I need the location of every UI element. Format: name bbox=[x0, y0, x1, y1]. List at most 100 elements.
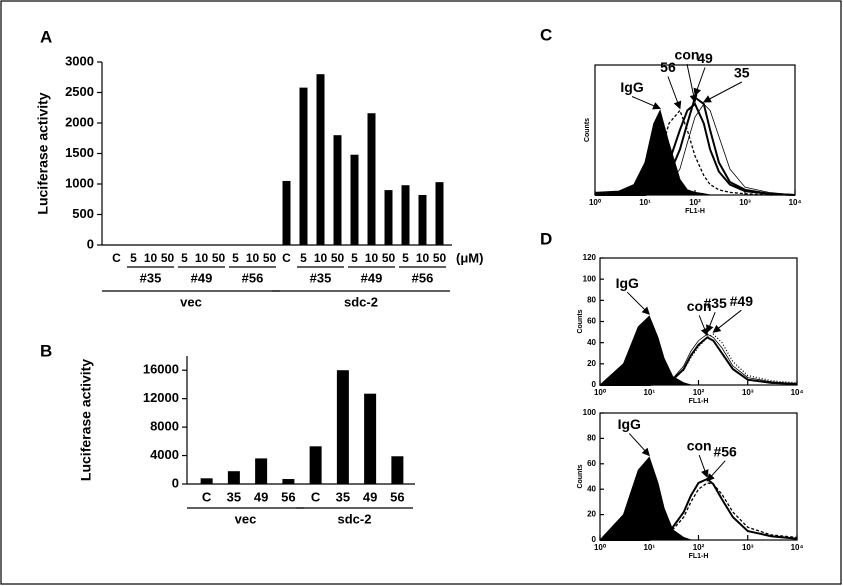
bar bbox=[316, 74, 325, 245]
x-tick-label: 10¹ bbox=[643, 543, 655, 552]
x-tick-label: 10 bbox=[246, 251, 260, 265]
y-axis-label: Luciferase activity bbox=[35, 92, 51, 214]
subgroup-label: #35 bbox=[310, 270, 332, 285]
x-tick-label: 10³ bbox=[742, 543, 754, 552]
x-tick-label: 49 bbox=[363, 489, 377, 504]
y-tick-label: 40 bbox=[587, 338, 596, 347]
arrow bbox=[698, 315, 709, 337]
y-tick-label: 12000 bbox=[143, 390, 179, 405]
x-tick-label: 10⁰ bbox=[594, 388, 607, 397]
group-label: vec bbox=[180, 294, 202, 309]
y-tick-label: 0 bbox=[172, 475, 179, 490]
bar bbox=[350, 154, 359, 245]
x-axis-label: FL1-H bbox=[685, 208, 705, 215]
series-label: 35 bbox=[734, 65, 750, 81]
series-label: IgG bbox=[616, 275, 639, 291]
x-tick-label: 10⁰ bbox=[589, 198, 602, 207]
bar bbox=[336, 370, 349, 484]
group-label: vec bbox=[235, 511, 257, 526]
subgroup-label: #49 bbox=[361, 270, 383, 285]
histogram-area bbox=[594, 109, 795, 196]
series-label: IgG bbox=[618, 416, 641, 432]
subgroup-label: #49 bbox=[191, 270, 213, 285]
series-label: con bbox=[687, 438, 712, 454]
arrow bbox=[712, 309, 742, 333]
bar bbox=[367, 113, 376, 246]
subgroup-label: #56 bbox=[412, 270, 434, 285]
y-tick-label: 0 bbox=[87, 236, 94, 251]
x-tick-label: 5 bbox=[402, 251, 409, 265]
histogram-area bbox=[598, 315, 797, 386]
panel-label: A bbox=[40, 27, 52, 46]
x-tick-label: 5 bbox=[351, 251, 358, 265]
y-tick-label: 1500 bbox=[65, 145, 94, 160]
x-tick-label: 10 bbox=[314, 251, 328, 265]
x-tick-label: 50 bbox=[433, 251, 447, 265]
y-tick-label: 500 bbox=[72, 206, 94, 221]
y-axis-label: Counts bbox=[577, 309, 584, 333]
y-tick-label: 120 bbox=[583, 253, 597, 262]
y-axis-label: Counts bbox=[584, 118, 591, 142]
y-tick-label: 20 bbox=[587, 510, 596, 519]
group-label: sdc-2 bbox=[338, 511, 372, 526]
x-tick-label: 5 bbox=[130, 251, 137, 265]
y-tick-label: 100 bbox=[583, 408, 597, 417]
arrow bbox=[698, 454, 709, 478]
x-tick-label: 35 bbox=[227, 489, 241, 504]
x-tick-label: 50 bbox=[263, 251, 277, 265]
series-label: 49 bbox=[697, 50, 713, 66]
x-tick-label: 10 bbox=[365, 251, 379, 265]
bar bbox=[401, 185, 410, 245]
x-tick-label: 10 bbox=[144, 251, 158, 265]
x-tick-label: 10² bbox=[689, 198, 701, 207]
panel-label: D bbox=[540, 229, 552, 248]
panel-label: C bbox=[540, 25, 552, 44]
panel-label: B bbox=[40, 341, 52, 360]
x-tick-label: C bbox=[112, 251, 121, 265]
x-axis-label: FL1-H bbox=[689, 553, 709, 560]
y-tick-label: 0 bbox=[592, 380, 597, 389]
bar bbox=[391, 456, 404, 484]
x-tick-label: 10 bbox=[416, 251, 430, 265]
y-tick-label: 8000 bbox=[150, 419, 179, 434]
arrow bbox=[706, 460, 726, 482]
histogram-line bbox=[600, 482, 798, 541]
histogram-area bbox=[598, 456, 797, 541]
bar bbox=[282, 180, 291, 245]
y-tick-label: 2000 bbox=[65, 114, 94, 129]
y-tick-label: 60 bbox=[587, 459, 596, 468]
x-tick-label: 50 bbox=[382, 251, 396, 265]
x-tick-label: 5 bbox=[181, 251, 188, 265]
y-tick-label: 100 bbox=[583, 274, 597, 283]
x-axis-label: FL1-H bbox=[689, 398, 709, 405]
bar bbox=[299, 87, 308, 246]
y-tick-label: 20 bbox=[587, 359, 596, 368]
x-tick-label: 10⁴ bbox=[789, 198, 802, 207]
series-label: con bbox=[675, 47, 700, 63]
y-tick-label: 80 bbox=[587, 434, 596, 443]
series-label: IgG bbox=[620, 79, 643, 95]
bar bbox=[255, 458, 268, 484]
y-tick-label: 2500 bbox=[65, 84, 94, 99]
bar bbox=[227, 471, 240, 484]
x-tick-label: C bbox=[282, 251, 291, 265]
x-tick-label: 10³ bbox=[739, 198, 751, 207]
x-tick-label: 10² bbox=[693, 543, 705, 552]
bar bbox=[418, 194, 427, 245]
y-tick-label: 60 bbox=[587, 317, 596, 326]
x-tick-label: 56 bbox=[281, 489, 295, 504]
x-tick-label: 50 bbox=[331, 251, 345, 265]
x-tick-label: 35 bbox=[336, 489, 350, 504]
x-tick-label: 10³ bbox=[742, 388, 754, 397]
y-tick-label: 16000 bbox=[143, 362, 179, 377]
x-tick-label: 10² bbox=[693, 388, 705, 397]
x-tick-label: 10⁴ bbox=[791, 388, 804, 397]
bar bbox=[333, 135, 342, 245]
series-label: con bbox=[687, 298, 712, 314]
histogram-line bbox=[595, 109, 795, 196]
bar bbox=[200, 478, 213, 484]
y-tick-label: 80 bbox=[587, 295, 596, 304]
y-tick-label: 40 bbox=[587, 484, 596, 493]
bar bbox=[364, 393, 377, 484]
